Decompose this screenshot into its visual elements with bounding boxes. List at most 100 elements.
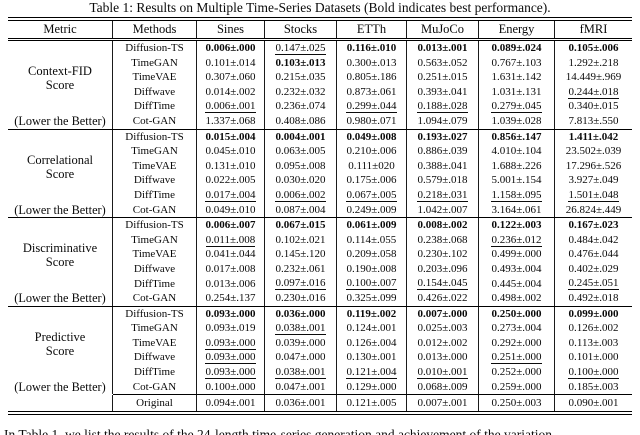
value-text: 0.012±.002 [417,336,468,349]
value-text: 0.245±.051 [568,277,619,291]
value-text: 0.426±.022 [417,292,468,305]
value-cell: 0.015±.004 [197,129,265,145]
value-cell: 4.010±.104 [479,144,555,159]
value-text: 1.039±.028 [491,114,542,127]
value-text: 0.114±.055 [346,233,397,246]
value-cell: 0.007±.001 [407,395,479,412]
value-cell: 0.232±.061 [265,261,337,277]
value-text: 0.232±.061 [275,262,326,275]
value-cell: 0.131±.010 [197,158,265,174]
value-text: 1.094±.079 [417,114,468,127]
value-text: 0.049±.010 [205,203,256,216]
method-cell: TimeVAE [113,70,197,85]
table-row: Cot-GAN 0.100±.000 0.047±.001 0.129±.000 0.0… [113,379,632,395]
value-cell: 0.300±.013 [337,55,407,71]
value-text: 0.103±.013 [275,56,326,69]
value-cell: 0.006±.000 [197,41,265,56]
value-cell: 0.236±.074 [265,99,337,114]
header-metric: Metric [8,20,113,38]
value-cell: 23.502±.039 [555,144,632,159]
value-text: 0.131±.010 [205,159,256,172]
value-cell: 1.094±.079 [407,113,479,129]
method-cell: Diffusion-TS [113,218,197,233]
header-stocks: Stocks [265,20,337,38]
value-cell: 0.103±.013 [265,55,337,71]
value-cell: 0.154±.045 [407,276,479,292]
value-text: 0.006±.002 [275,188,326,202]
value-text: 0.218±.031 [417,188,468,202]
method-cell: TimeGAN [113,55,197,71]
value-text: 0.122±.003 [491,219,542,232]
value-text: 0.095±.008 [275,159,326,172]
value-cell: 1.411±.042 [555,130,632,145]
value-cell: 0.805±.186 [337,70,407,85]
value-text: 0.236±.012 [491,233,542,247]
method-cell: Cot-GAN [113,113,197,129]
value-cell: 0.299±.044 [337,99,407,114]
value-cell: 0.036±.000 [265,306,337,322]
table-row: TimeVAE 0.041±.044 0.145±.120 0.209±.058 0.2… [113,247,632,262]
value-text: 0.499±.000 [491,248,542,261]
value-cell: 0.130±.001 [337,350,407,366]
header-sines: Sines [197,20,265,38]
value-text: 0.232±.032 [275,85,326,98]
value-cell: 0.126±.002 [555,321,632,336]
value-cell: 0.190±.008 [337,261,407,277]
value-cell: 26.824±.449 [555,203,632,218]
value-cell: 0.008±.002 [407,218,479,233]
table-row: Diffusion-TS 0.006±.007 0.067±.015 0.061±.0… [113,218,632,233]
table-header-row: Metric Methods Sines Stocks ETTh MuJoCo Energy… [8,20,632,38]
metric-note: (Lower the Better) [14,202,106,217]
value-cell: 0.484±.042 [555,233,632,248]
value-cell: 0.167±.023 [555,218,632,233]
value-text: 0.049±.008 [346,130,397,143]
metric-note: (Lower the Better) [14,291,106,306]
section-rows: Diffusion-TS 0.006±.007 0.067±.015 0.061±.0… [113,218,632,306]
body-text: In Table 1, we list the results of the 2… [4,427,553,435]
method-cell: Original [113,395,197,412]
method-cell: Diffusion-TS [113,129,197,145]
metric-name: Score [45,255,75,270]
value-text: 0.126±.004 [346,336,397,349]
value-cell: 0.095±.008 [265,158,337,174]
value-text: 0.498±.002 [491,292,542,305]
value-text: 0.307±.060 [205,71,256,84]
metric-cell: Context-FID Score (Lower the Better) [8,41,113,129]
method-cell: TimeGAN [113,232,197,248]
header-mujoco: MuJoCo [407,20,479,38]
table-row: Cot-GAN 1.337±.068 0.408±.086 0.980±.071 1.0… [113,113,632,129]
value-text: 0.215±.035 [275,71,326,84]
method-cell: TimeGAN [113,321,197,336]
header-etth: ETTh [337,20,407,38]
value-text: 0.119±.002 [346,307,397,320]
value-text: 0.476±.044 [568,248,619,261]
header-fmri: fMRI [579,21,608,36]
value-text: 1.042±.007 [417,203,468,216]
value-cell: 0.045±.010 [197,144,265,159]
value-cell: 0.006±.007 [197,218,265,233]
section-divider-rule [8,305,632,307]
method-cell: Diffusion-TS [113,41,197,56]
value-cell: 0.022±.005 [197,173,265,188]
value-text: 1.031±.131 [491,85,542,98]
value-text: 0.093±.000 [205,336,256,350]
value-cell: 0.188±.028 [407,99,479,114]
method-cell: Cot-GAN [113,291,197,306]
value-text: 0.129±.000 [346,380,397,393]
table-row: TimeVAE 0.093±.000 0.039±.000 0.126±.004 0.0… [113,335,632,351]
value-cell: 0.426±.022 [407,291,479,306]
value-cell: 0.121±.004 [337,365,407,380]
value-cell: 0.061±.009 [337,218,407,233]
value-text: 0.113±.003 [568,336,619,349]
value-text: 0.167±.023 [568,219,619,232]
table-row: TimeGAN 0.101±.014 0.103±.013 0.300±.013 0.5… [113,55,632,71]
value-text: 0.493±.004 [491,262,542,275]
header-methods: Methods [113,20,197,38]
value-text: 0.017±.004 [205,188,256,202]
value-cell: 0.013±.001 [407,41,479,56]
value-text: 0.190±.008 [346,262,397,275]
value-cell: 0.111±020 [337,158,407,174]
results-table: Metric Methods Sines Stocks ETTh MuJoCo Energy… [8,17,632,415]
value-text: 0.006±.000 [205,42,256,54]
method-cell: TimeGAN [113,144,197,159]
